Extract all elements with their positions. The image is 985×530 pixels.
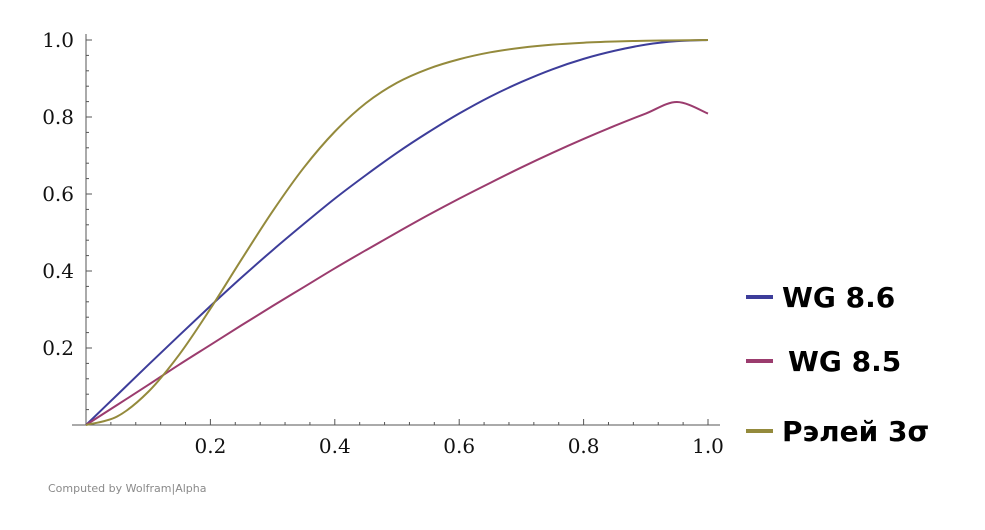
chart-axes	[72, 34, 720, 426]
y-tick-label: 0.8	[42, 105, 74, 129]
credit-text: Computed by Wolfram|Alpha	[48, 482, 207, 495]
x-tick-label: 1.0	[692, 434, 724, 458]
x-tick-label: 0.8	[568, 434, 600, 458]
series-line-wg-8-5	[85, 100, 709, 426]
chart-series	[85, 39, 709, 426]
series-line-rayleigh-3-sigma	[85, 39, 709, 426]
x-tick-label: 0.4	[319, 434, 351, 458]
legend-label-wg-8-6: WG 8.6	[782, 281, 895, 314]
chart-legend: WG 8.6 WG 8.5 Рэлей 3σ	[746, 281, 929, 448]
y-tick-label: 0.2	[42, 336, 74, 360]
x-tick-label: 0.2	[194, 434, 226, 458]
chart-tick-labels: 0.2 0.4 0.6 0.8 1.0 0.2 0.4 0.6 0.8 1.0	[42, 28, 724, 458]
y-tick-label: 0.6	[42, 182, 74, 206]
y-tick-label: 1.0	[42, 28, 74, 52]
series-line-wg-8-6	[85, 39, 709, 426]
x-tick-label: 0.6	[443, 434, 475, 458]
chart-ticks	[86, 39, 709, 425]
legend-label-rayleigh-3-sigma: Рэлей 3σ	[782, 415, 929, 448]
y-tick-label: 0.4	[42, 259, 74, 283]
legend-label-wg-8-5: WG 8.5	[788, 345, 901, 378]
